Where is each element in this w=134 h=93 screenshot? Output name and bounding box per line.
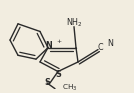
Text: S: S — [44, 78, 50, 87]
Text: N: N — [107, 39, 113, 48]
Text: +: + — [56, 39, 61, 44]
Text: NH$_2$: NH$_2$ — [66, 17, 82, 29]
Text: S: S — [55, 70, 61, 79]
Text: N: N — [46, 41, 52, 50]
Text: C: C — [97, 43, 103, 52]
Text: CH$_3$: CH$_3$ — [62, 83, 78, 93]
